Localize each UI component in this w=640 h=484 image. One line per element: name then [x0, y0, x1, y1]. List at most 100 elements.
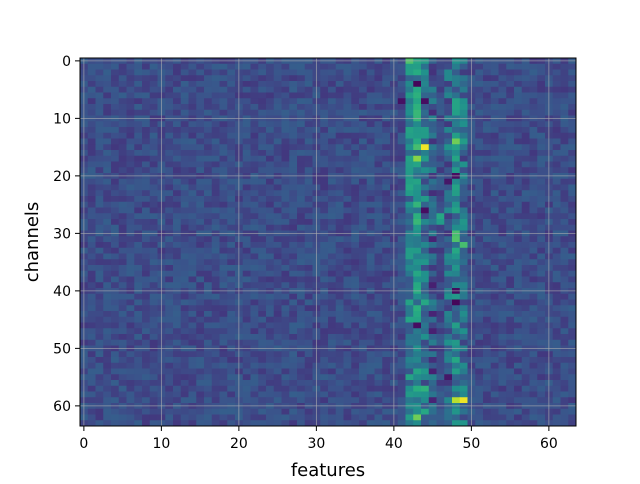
heatmap-cell: [196, 293, 205, 300]
heatmap-cell: [180, 201, 189, 208]
heatmap-cell: [173, 86, 182, 93]
heatmap-cell: [134, 420, 143, 427]
heatmap-cell: [289, 374, 298, 381]
heatmap-cell: [304, 150, 313, 157]
heatmap-cell: [118, 311, 127, 318]
heatmap-cell: [490, 408, 499, 415]
heatmap-cell: [359, 213, 368, 220]
heatmap-cell: [421, 259, 430, 266]
heatmap-cell: [149, 414, 158, 421]
heatmap-cell: [514, 253, 523, 260]
heatmap-cell: [359, 247, 368, 254]
heatmap-cell: [250, 397, 259, 404]
heatmap-cell: [382, 69, 391, 76]
heatmap-cell: [320, 247, 329, 254]
heatmap-cell: [560, 86, 569, 93]
heatmap-cell: [374, 282, 383, 289]
heatmap-cell: [328, 270, 337, 277]
heatmap-cell: [87, 167, 96, 174]
heatmap-cell: [204, 127, 213, 134]
heatmap-cell: [366, 414, 375, 421]
heatmap-cell: [514, 282, 523, 289]
heatmap-cell: [366, 253, 375, 260]
heatmap-cell: [149, 213, 158, 220]
heatmap-cell: [227, 305, 236, 312]
heatmap-cell: [219, 161, 228, 168]
heatmap-cell: [483, 368, 492, 375]
heatmap-cell: [452, 259, 461, 266]
heatmap-cell: [359, 380, 368, 387]
heatmap-cell: [359, 201, 368, 208]
heatmap-cell: [103, 69, 112, 76]
heatmap-cell: [320, 81, 329, 88]
heatmap-cell: [421, 190, 430, 197]
heatmap-cell: [382, 247, 391, 254]
heatmap-cell: [436, 322, 445, 329]
heatmap-cell: [514, 351, 523, 358]
heatmap-cell: [529, 155, 538, 162]
heatmap-cell: [118, 127, 127, 134]
heatmap-cell: [258, 121, 267, 128]
heatmap-cell: [173, 276, 182, 283]
heatmap-cell: [514, 334, 523, 341]
heatmap-cell: [374, 270, 383, 277]
heatmap-cell: [149, 155, 158, 162]
heatmap-cell: [211, 305, 220, 312]
heatmap-cell: [560, 270, 569, 277]
heatmap-cell: [266, 328, 275, 335]
heatmap-cell: [196, 236, 205, 243]
heatmap-cell: [521, 247, 530, 254]
heatmap-cell: [506, 408, 515, 415]
heatmap-cell: [428, 253, 437, 260]
heatmap-cell: [134, 213, 143, 220]
heatmap-cell: [421, 104, 430, 111]
heatmap-cell: [188, 414, 197, 421]
heatmap-cell: [149, 81, 158, 88]
heatmap-cell: [560, 109, 569, 116]
heatmap-cell: [537, 362, 546, 369]
heatmap-cell: [173, 322, 182, 329]
heatmap-cell: [87, 311, 96, 318]
heatmap-cell: [366, 144, 375, 151]
heatmap-cell: [87, 351, 96, 358]
heatmap-cell: [475, 259, 484, 266]
heatmap-cell: [428, 374, 437, 381]
heatmap-cell: [103, 86, 112, 93]
heatmap-cell: [413, 86, 422, 93]
heatmap-cell: [134, 201, 143, 208]
heatmap-cell: [405, 270, 414, 277]
heatmap-cell: [250, 167, 259, 174]
heatmap-cell: [188, 259, 197, 266]
heatmap-cell: [351, 98, 360, 105]
heatmap-cell: [103, 98, 112, 105]
heatmap-cell: [173, 391, 182, 398]
heatmap-cell: [552, 357, 561, 364]
heatmap-cell: [149, 224, 158, 231]
heatmap-cell: [273, 167, 282, 174]
heatmap-cell: [134, 328, 143, 335]
heatmap-cell: [552, 219, 561, 226]
heatmap-cell: [382, 219, 391, 226]
heatmap-cell: [103, 207, 112, 214]
heatmap-cell: [335, 397, 344, 404]
heatmap-cell: [242, 311, 251, 318]
heatmap-cell: [188, 380, 197, 387]
heatmap-cell: [428, 63, 437, 70]
heatmap-cell: [289, 63, 298, 70]
heatmap-cell: [126, 351, 135, 358]
heatmap-cell: [289, 265, 298, 272]
heatmap-cell: [343, 63, 352, 70]
heatmap-cell: [173, 374, 182, 381]
heatmap-cell: [335, 127, 344, 134]
heatmap-cell: [142, 109, 151, 116]
heatmap-cell: [452, 109, 461, 116]
heatmap-cell: [111, 293, 120, 300]
heatmap-cell: [351, 150, 360, 157]
heatmap-cell: [103, 311, 112, 318]
heatmap-cell: [180, 282, 189, 289]
heatmap-cell: [118, 224, 127, 231]
heatmap-cell: [118, 138, 127, 145]
heatmap-cell: [421, 374, 430, 381]
heatmap-cell: [568, 201, 577, 208]
heatmap-cell: [304, 253, 313, 260]
